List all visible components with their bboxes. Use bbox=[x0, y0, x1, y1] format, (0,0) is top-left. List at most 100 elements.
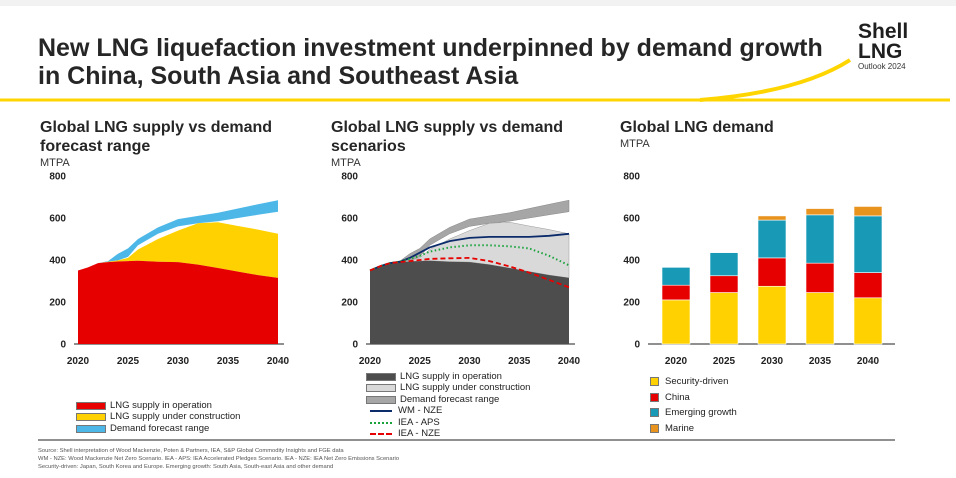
legend-item: IEA - APS bbox=[366, 417, 530, 429]
legend-item: China bbox=[650, 390, 737, 406]
source-line: WM - NZE: Wood Mackenzie Net Zero Scenar… bbox=[38, 456, 400, 462]
legend-item: LNG supply under construction bbox=[366, 382, 531, 395]
y-tick-label: 200 bbox=[623, 298, 640, 309]
wm-nze-line bbox=[369, 232, 570, 272]
emerging-growth-bar bbox=[709, 252, 739, 277]
legend-line-wm-nze bbox=[370, 410, 392, 413]
legend-label: LNG supply in operation bbox=[400, 370, 502, 382]
china-bar bbox=[661, 284, 691, 301]
legend-item: Security-driven bbox=[650, 374, 737, 390]
x-tick-label: 2025 bbox=[409, 356, 432, 367]
y-tick-label: 400 bbox=[623, 256, 640, 267]
legend-swatch-construction bbox=[366, 384, 396, 393]
security-driven-bar bbox=[757, 285, 787, 345]
legend-label: IEA - NZE bbox=[398, 428, 441, 440]
legend-swatch-emerging bbox=[650, 408, 659, 418]
legend-line-iea-nze bbox=[370, 433, 392, 436]
x-tick-label: 2020 bbox=[359, 356, 382, 367]
x-tick-label: 2035 bbox=[809, 356, 832, 367]
emerging-growth-bar bbox=[661, 267, 691, 286]
marine-bar bbox=[757, 215, 787, 221]
chart2-title: Global LNG supply vs demand scenarios bbox=[331, 119, 564, 155]
x-tick-label: 2025 bbox=[713, 356, 736, 367]
page-title: New LNG liquefaction investment underpin… bbox=[38, 34, 823, 90]
legend-swatch-construction bbox=[76, 413, 106, 422]
y-tick-label: 200 bbox=[49, 298, 66, 309]
security-driven-bar bbox=[661, 299, 691, 345]
x-tick-label: 2030 bbox=[458, 356, 481, 367]
legend-label: Security-driven bbox=[665, 376, 729, 388]
y-tick-label: 400 bbox=[341, 256, 358, 267]
x-tick-label: 2040 bbox=[558, 356, 581, 367]
emerging-growth-bar bbox=[805, 214, 835, 264]
supply-in-operation-area bbox=[370, 260, 569, 344]
x-tick-label: 2020 bbox=[665, 356, 688, 367]
legend-item: Emerging growth bbox=[650, 405, 737, 421]
x-tick-label: 2040 bbox=[267, 356, 290, 367]
demand-forecast-band bbox=[78, 200, 278, 271]
x-tick-label: 2020 bbox=[67, 356, 90, 367]
legend-label: LNG supply under construction bbox=[110, 411, 241, 423]
y-tick-label: 800 bbox=[341, 172, 358, 183]
brand-line-2: LNG bbox=[858, 40, 903, 63]
legend-swatch-demand bbox=[366, 395, 396, 404]
y-tick-label: 600 bbox=[49, 214, 66, 225]
china-bar bbox=[757, 257, 787, 287]
legend-label: Emerging growth bbox=[665, 407, 737, 419]
iea-aps-line bbox=[369, 244, 570, 272]
y-tick-label: 0 bbox=[634, 340, 640, 351]
supply-in-operation-area bbox=[78, 260, 278, 344]
marine-bar bbox=[853, 206, 883, 217]
emerging-growth-bar bbox=[853, 215, 883, 273]
legend-item: Demand forecast range bbox=[76, 423, 240, 435]
legend-swatch-security bbox=[650, 377, 659, 387]
chart1-legend: LNG supply in operation LNG supply under… bbox=[76, 400, 240, 435]
chart3-title: Global LNG demand bbox=[620, 119, 774, 136]
y-tick-label: 800 bbox=[623, 172, 640, 183]
legend-line-iea-aps bbox=[370, 421, 392, 424]
y-tick-label: 800 bbox=[49, 172, 66, 183]
legend-swatch-china bbox=[650, 392, 659, 402]
legend-label: China bbox=[665, 391, 690, 403]
security-driven-bar bbox=[805, 292, 835, 345]
source-note: Source: Shell interpretation of Wood Mac… bbox=[38, 447, 399, 471]
legend-label: Demand forecast range bbox=[110, 422, 210, 434]
legend-item: LNG supply in operation bbox=[76, 400, 240, 412]
y-tick-label: 0 bbox=[352, 340, 358, 351]
legend-swatch-operation bbox=[366, 372, 396, 381]
y-tick-label: 600 bbox=[341, 214, 358, 225]
legend-item: Demand forecast range bbox=[366, 394, 530, 406]
legend-label: Marine bbox=[665, 422, 695, 434]
legend-swatch-operation bbox=[76, 401, 106, 410]
chart2-unit: MTPA bbox=[331, 157, 361, 169]
brand-line-3: Outlook 2024 bbox=[858, 62, 906, 71]
header-accent-swoosh bbox=[699, 58, 852, 102]
legend-swatch-marine bbox=[650, 423, 659, 433]
legend-label: LNG supply under construction bbox=[400, 382, 531, 394]
brand-line-1: Shell bbox=[858, 20, 909, 43]
legend-item: LNG supply under construction bbox=[76, 411, 241, 424]
x-tick-label: 2035 bbox=[508, 356, 531, 367]
y-tick-label: 600 bbox=[623, 214, 640, 225]
chart3-legend: Security-driven China Emerging growth Ma… bbox=[650, 374, 737, 436]
supply-under-construction-area bbox=[78, 222, 278, 278]
x-tick-label: 2030 bbox=[167, 356, 190, 367]
source-line: Source: Shell interpretation of Wood Mac… bbox=[38, 448, 344, 454]
security-driven-bar bbox=[853, 297, 883, 345]
legend-item: LNG supply in operation bbox=[366, 371, 530, 383]
legend-label: LNG supply in operation bbox=[110, 399, 212, 411]
x-tick-label: 2035 bbox=[217, 356, 240, 367]
x-tick-label: 2040 bbox=[857, 356, 880, 367]
y-tick-label: 200 bbox=[341, 298, 358, 309]
chart3-unit: MTPA bbox=[620, 138, 650, 150]
legend-item: IEA - NZE bbox=[366, 428, 530, 441]
legend-swatch-demand bbox=[76, 424, 106, 433]
legend-label: Demand forecast range bbox=[400, 393, 500, 405]
emerging-growth-bar bbox=[757, 219, 787, 259]
top-border bbox=[0, 0, 956, 6]
chart3-plot: 800 600 400 200 0 2020 2025 2030 2035 2040 bbox=[623, 172, 895, 367]
legend-label: WM - NZE bbox=[398, 405, 443, 417]
